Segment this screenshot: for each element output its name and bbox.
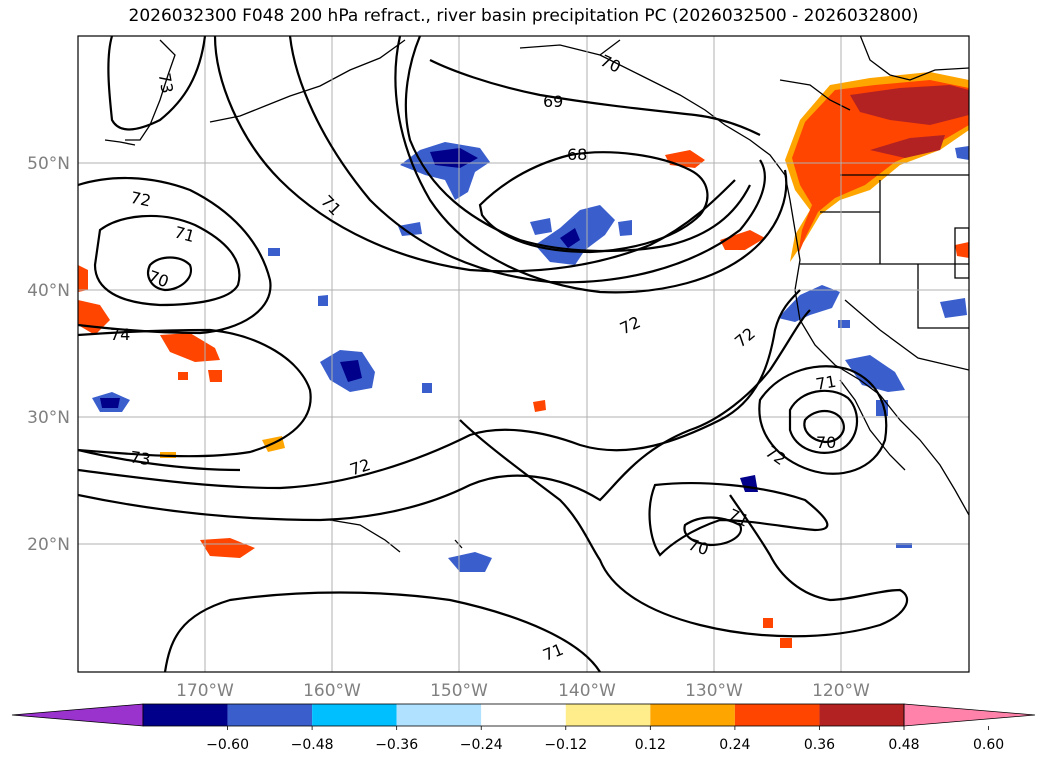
colorbar: −0.60 −0.48 −0.36 −0.24 −0.12 0.12 0.24 0.36 0.4…: [11, 703, 1036, 753]
colorbar-tick-label: −0.12: [544, 737, 587, 753]
contour-label: 70: [816, 433, 836, 452]
contour-label: 71: [172, 223, 197, 247]
lat-label: 30°N: [27, 408, 70, 428]
lat-label: 20°N: [27, 535, 70, 555]
colorbar-extend-high: [903, 703, 1036, 727]
colorbar-tick-label: −0.24: [460, 737, 503, 753]
contour-label: 73: [155, 72, 177, 95]
lon-label: 140°W: [558, 681, 616, 701]
lon-label: 160°W: [303, 681, 361, 701]
colorbar-tick-label: 0.60: [973, 737, 1004, 753]
colorbar-segment: [312, 704, 397, 726]
colorbar-segment: [396, 704, 482, 726]
colorbar-outline: [142, 703, 905, 727]
lat-label: 50°N: [27, 154, 70, 174]
lat-label: 40°N: [27, 281, 70, 301]
colorbar-tick-label: −0.60: [206, 737, 249, 753]
colorbar-segment: [227, 704, 313, 726]
colorbar-segment: [819, 704, 904, 726]
colorbar-tick-label: 0.12: [635, 737, 666, 753]
precip-negative-areas: [92, 142, 969, 572]
contour-label: 72: [129, 188, 153, 211]
contour-label: 71: [814, 372, 837, 394]
lon-label: 150°W: [430, 681, 488, 701]
lon-label: 130°W: [685, 681, 743, 701]
colorbar-segment: [143, 704, 228, 726]
colorbar-extend-low: [11, 703, 144, 727]
latitude-labels: 50°N 40°N 30°N 20°N: [27, 154, 70, 555]
contour-label: 73: [129, 447, 152, 469]
colorbar-tick-label: 0.48: [888, 737, 919, 753]
map-frame: [77, 35, 970, 673]
colorbar-segment: [481, 704, 566, 726]
coastlines: [104, 36, 969, 553]
lon-label: 120°W: [812, 681, 870, 701]
map-title: 2026032300 F048 200 hPa refract., river …: [128, 6, 919, 26]
colorbar-segment: [734, 704, 820, 726]
contour-label: 68: [567, 145, 587, 164]
contour-label: 74: [110, 325, 130, 344]
colorbar-tick-label: 0.36: [804, 737, 835, 753]
lon-label: 170°W: [176, 681, 234, 701]
colorbar-segment: [650, 704, 735, 726]
longitude-labels: 170°W 160°W 150°W 140°W 130°W 120°W: [176, 681, 870, 701]
contour-label: 69: [543, 92, 563, 111]
colorbar-tick-label: 0.24: [719, 737, 750, 753]
refractivity-contours: [78, 36, 908, 672]
map-panel: 73 70 69 68 72 71 70 71 74 72 72 73 72 7…: [78, 36, 969, 672]
graticule: [78, 36, 969, 672]
colorbar-tick-label: −0.48: [291, 737, 334, 753]
colorbar-segment: [565, 704, 651, 726]
colorbar-tick-label: −0.36: [375, 737, 418, 753]
